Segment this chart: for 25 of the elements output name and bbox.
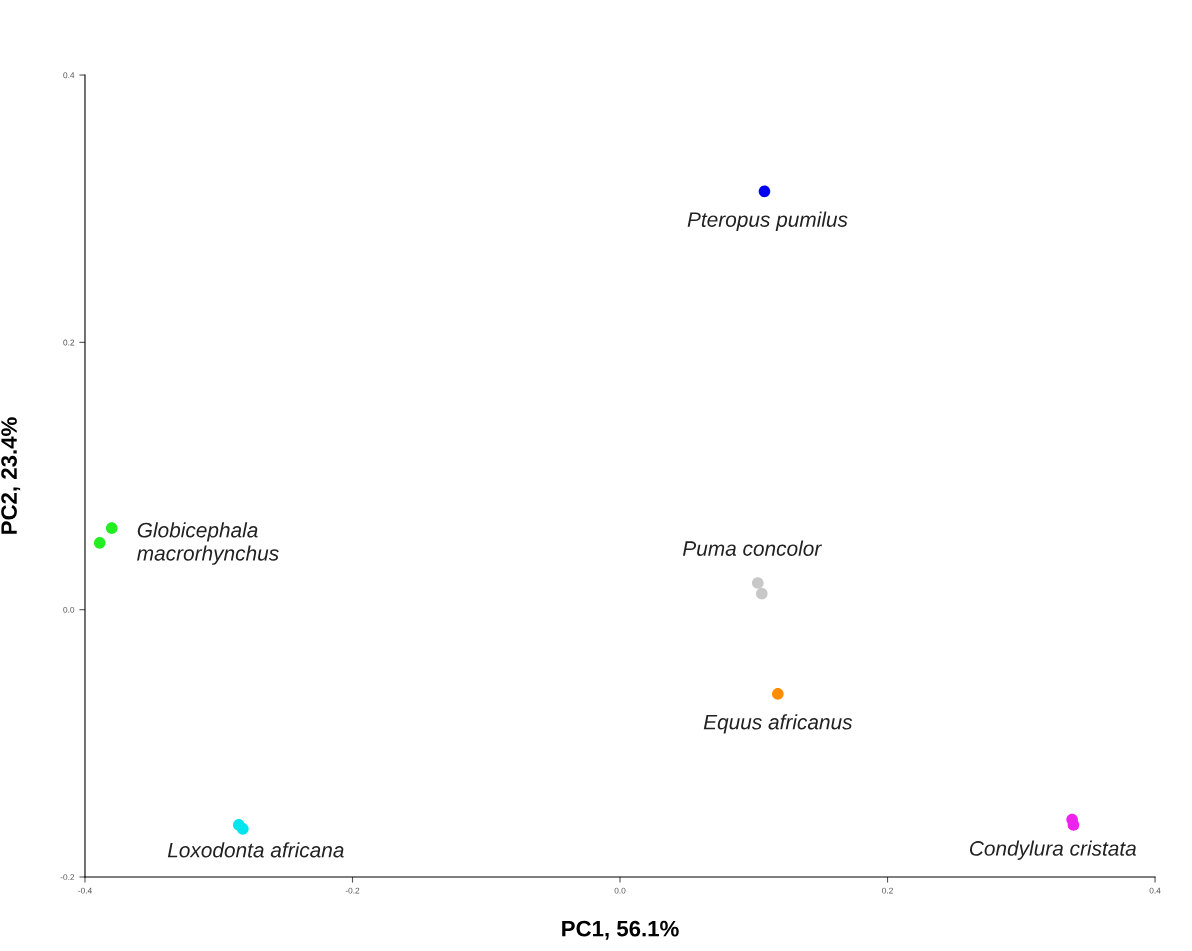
x-tick-label: 0.4 [1149, 887, 1161, 894]
y-tick-label: 0.4 [63, 72, 75, 79]
point [772, 688, 784, 700]
series-label: Puma concolor [682, 540, 822, 556]
point [105, 522, 118, 534]
point [93, 537, 106, 549]
y-tick-label: 0.0 [63, 606, 75, 613]
x-tick-label: -0.4 [78, 887, 92, 894]
series-label: Loxodonta africana [167, 842, 344, 858]
series-label: Globicephala macrorhynchus [137, 522, 279, 565]
y-tick-label: -0.2 [60, 874, 75, 881]
x-tick-label: 0.2 [882, 887, 893, 894]
point [237, 823, 249, 835]
x-tick-label: 0.0 [614, 887, 626, 894]
point [1067, 819, 1080, 831]
point [758, 185, 771, 198]
y-axis-title: PC2, 23.4% [1, 417, 21, 534]
y-tick-label: 0.2 [63, 339, 75, 346]
series-label: Condylura cristata [969, 840, 1137, 860]
series-label: Equus africanus [703, 714, 853, 734]
series-label: Pteropus pumilus [687, 211, 848, 232]
x-axis-title: PC1, 56.1% [562, 920, 679, 940]
x-tick-label: -0.2 [345, 887, 360, 894]
point [755, 587, 768, 600]
point [751, 577, 764, 589]
